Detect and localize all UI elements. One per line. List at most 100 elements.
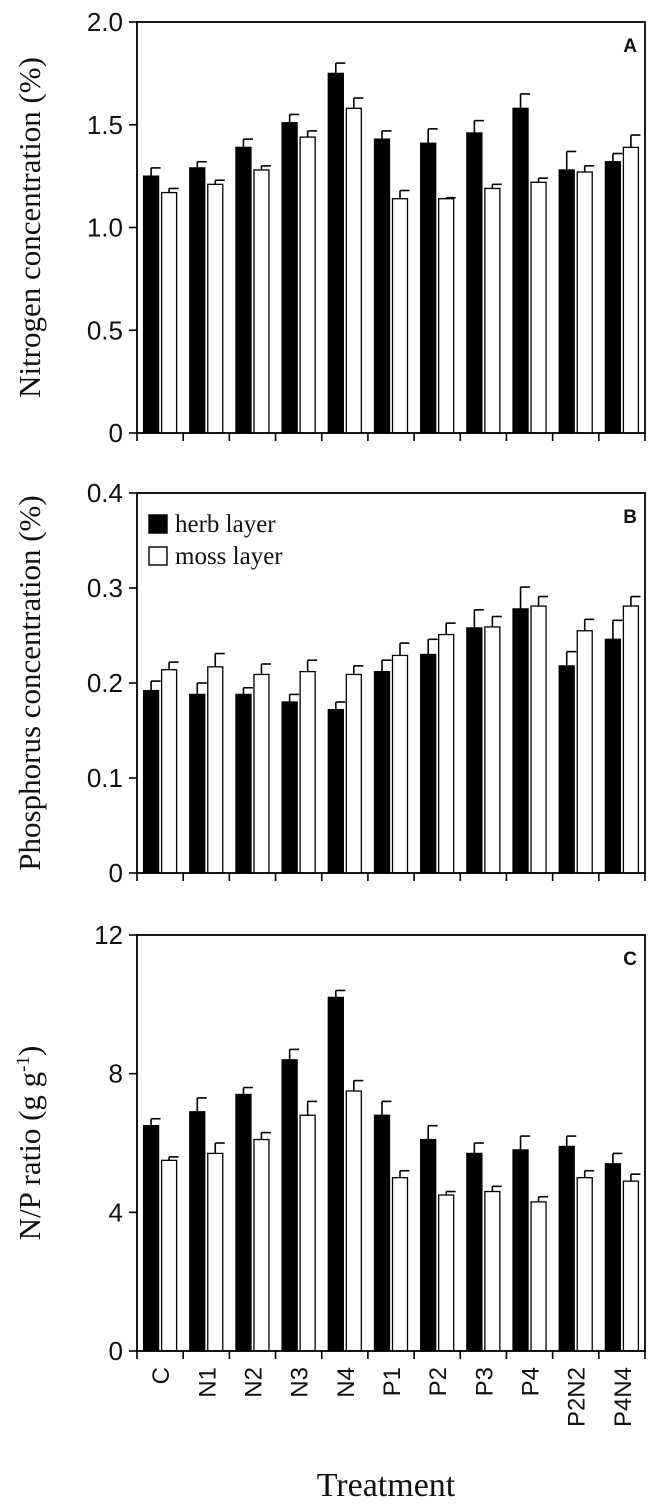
bar xyxy=(189,1111,206,1352)
legend-swatch xyxy=(148,546,168,566)
bar xyxy=(299,1114,316,1352)
bar xyxy=(604,638,622,874)
series-moss xyxy=(160,97,641,434)
bar xyxy=(235,146,252,434)
bar xyxy=(530,181,547,434)
bar xyxy=(373,670,391,874)
bar xyxy=(207,183,224,434)
bar xyxy=(281,122,298,434)
bar xyxy=(512,107,529,434)
y-tick-label: 0.5 xyxy=(87,315,123,345)
bar xyxy=(327,996,344,1352)
panel-a: 0 0.5 1.0 1.5 2.0 A Nitrogen concentration (%) xyxy=(12,7,646,448)
y-tick-label: 0.2 xyxy=(87,668,123,698)
y-axis-title-close: ) xyxy=(12,1046,47,1056)
bar xyxy=(530,605,547,874)
y-axis-title-main: N/P ratio (g g xyxy=(12,1072,47,1240)
bar xyxy=(420,1138,437,1352)
bar xyxy=(189,693,206,874)
bar xyxy=(281,701,298,874)
bar xyxy=(235,693,252,874)
bar xyxy=(604,1163,622,1352)
bar xyxy=(189,167,206,434)
y-axis-title: Phosphorus concentration (%) xyxy=(12,495,47,870)
bar xyxy=(391,198,409,434)
bar xyxy=(466,1152,483,1352)
bar xyxy=(327,708,344,874)
series-herb xyxy=(142,989,623,1352)
x-tick-label: P2 xyxy=(425,1367,452,1396)
bar xyxy=(253,1138,270,1352)
bar xyxy=(622,605,640,874)
y-axis-title: N/P ratio (g g-1) xyxy=(12,1046,47,1241)
bar xyxy=(512,608,529,874)
legend-label: herb layer xyxy=(175,511,276,538)
y-axis-title-superscript: -1 xyxy=(13,1056,34,1072)
bar xyxy=(438,633,455,874)
y-tick-label: 2.0 xyxy=(87,7,123,37)
x-tick-label: P1 xyxy=(379,1367,406,1396)
x-tick-label: N2 xyxy=(240,1367,267,1398)
x-tick-label: C xyxy=(148,1367,175,1384)
y-tick-label: 0 xyxy=(109,858,123,888)
bar xyxy=(558,665,575,874)
bar xyxy=(299,136,316,434)
y-axis-title: Nitrogen concentration (%) xyxy=(12,57,47,398)
bar xyxy=(484,1190,501,1352)
bar xyxy=(345,673,362,874)
y-tick-label: 1.0 xyxy=(87,213,123,243)
bar xyxy=(373,1114,391,1352)
panel-letter: B xyxy=(623,507,637,528)
bar xyxy=(466,627,483,874)
x-tick-label: P2N2 xyxy=(564,1367,591,1427)
legend: herb layer moss layer xyxy=(148,511,283,570)
bar xyxy=(438,198,455,434)
bar xyxy=(484,187,501,434)
bar xyxy=(512,1149,529,1352)
y-tick-label: 0.3 xyxy=(87,573,123,603)
bar xyxy=(576,1177,593,1352)
bar xyxy=(576,630,593,874)
x-tick-label: N4 xyxy=(333,1367,360,1398)
bar xyxy=(420,142,437,434)
bar xyxy=(438,1194,455,1352)
panel-c: 0 4 8 12 C N/P ratio (g g-1) C N1 N2 N3 N4 P1 P2 P3 P4… xyxy=(12,920,646,1427)
bar xyxy=(345,107,362,434)
bar xyxy=(484,626,501,874)
bar xyxy=(142,689,160,874)
bar xyxy=(622,146,640,434)
x-tick-label: P3 xyxy=(471,1367,498,1396)
bar xyxy=(160,669,178,874)
bar xyxy=(253,169,270,434)
bar xyxy=(391,654,409,874)
bar xyxy=(345,1090,362,1352)
bar xyxy=(530,1201,547,1352)
bar xyxy=(207,666,224,874)
bar xyxy=(558,169,575,434)
bar xyxy=(604,161,622,434)
y-tick-label: 8 xyxy=(109,1059,123,1089)
plot-frame xyxy=(136,934,646,1352)
legend-swatch xyxy=(148,514,168,534)
y-tick-label: 0.4 xyxy=(87,478,123,508)
bar xyxy=(576,171,593,434)
bar xyxy=(391,1177,409,1352)
y-tick-label: 0.1 xyxy=(87,763,123,793)
y-tick-label: 0 xyxy=(109,1336,123,1366)
bar xyxy=(281,1059,298,1352)
bar xyxy=(207,1152,224,1352)
bar xyxy=(466,132,483,434)
x-tick-label: P4 xyxy=(518,1367,545,1396)
bar xyxy=(420,653,437,874)
bar xyxy=(142,175,160,434)
panel-letter: C xyxy=(623,949,637,970)
legend-label: moss layer xyxy=(175,543,283,570)
x-tick-label: P4N4 xyxy=(610,1367,637,1427)
bar xyxy=(299,670,316,874)
bar xyxy=(160,191,178,434)
bar xyxy=(327,72,344,434)
bar xyxy=(142,1125,160,1352)
x-tick-label: N3 xyxy=(287,1367,314,1398)
y-tick-label: 12 xyxy=(94,920,123,950)
